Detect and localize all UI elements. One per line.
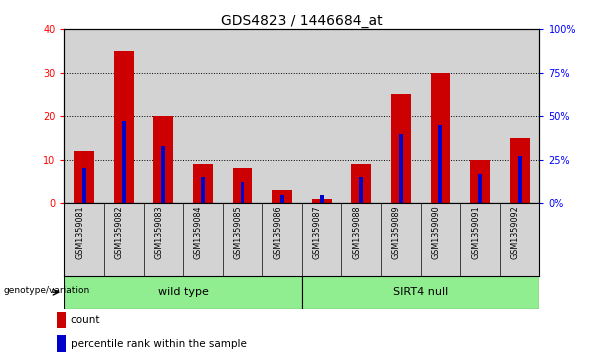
Text: GSM1359090: GSM1359090 (432, 205, 441, 259)
Text: wild type: wild type (158, 287, 208, 297)
Bar (438, 125, 443, 203)
Bar (57, 335, 66, 352)
Bar (399, 134, 403, 203)
Bar (201, 177, 205, 203)
Bar (312, 199, 332, 203)
Text: GSM1359085: GSM1359085 (234, 205, 243, 259)
Bar (161, 146, 166, 203)
Bar (153, 116, 173, 203)
Bar (430, 73, 451, 203)
Text: GSM1359087: GSM1359087 (313, 205, 322, 259)
Bar (280, 195, 284, 203)
Text: GSM1359088: GSM1359088 (352, 205, 361, 259)
Text: count: count (70, 315, 100, 325)
Bar (272, 190, 292, 203)
Bar (64, 276, 302, 309)
Text: GSM1359084: GSM1359084 (194, 205, 203, 259)
Bar (470, 160, 490, 203)
Bar (478, 174, 482, 203)
Text: SIRT4 null: SIRT4 null (393, 287, 448, 297)
Bar (517, 156, 522, 203)
Text: GSM1359091: GSM1359091 (471, 205, 480, 259)
Text: GSM1359086: GSM1359086 (273, 205, 282, 259)
Bar (240, 182, 245, 203)
Text: GSM1359082: GSM1359082 (115, 205, 124, 259)
Bar (232, 168, 253, 203)
Bar (302, 276, 539, 309)
Text: percentile rank within the sample: percentile rank within the sample (70, 339, 246, 349)
Bar (82, 168, 86, 203)
Bar (351, 164, 371, 203)
Title: GDS4823 / 1446684_at: GDS4823 / 1446684_at (221, 14, 383, 28)
Text: GSM1359089: GSM1359089 (392, 205, 401, 259)
Text: GSM1359092: GSM1359092 (511, 205, 520, 259)
Bar (510, 138, 530, 203)
Bar (122, 121, 126, 203)
Bar (57, 312, 66, 329)
Bar (193, 164, 213, 203)
Bar (359, 177, 364, 203)
Text: GSM1359081: GSM1359081 (75, 205, 84, 259)
Bar (74, 151, 94, 203)
Bar (114, 51, 134, 203)
Bar (391, 94, 411, 203)
Text: GSM1359083: GSM1359083 (154, 205, 163, 259)
Bar (320, 195, 324, 203)
Text: genotype/variation: genotype/variation (3, 286, 89, 295)
